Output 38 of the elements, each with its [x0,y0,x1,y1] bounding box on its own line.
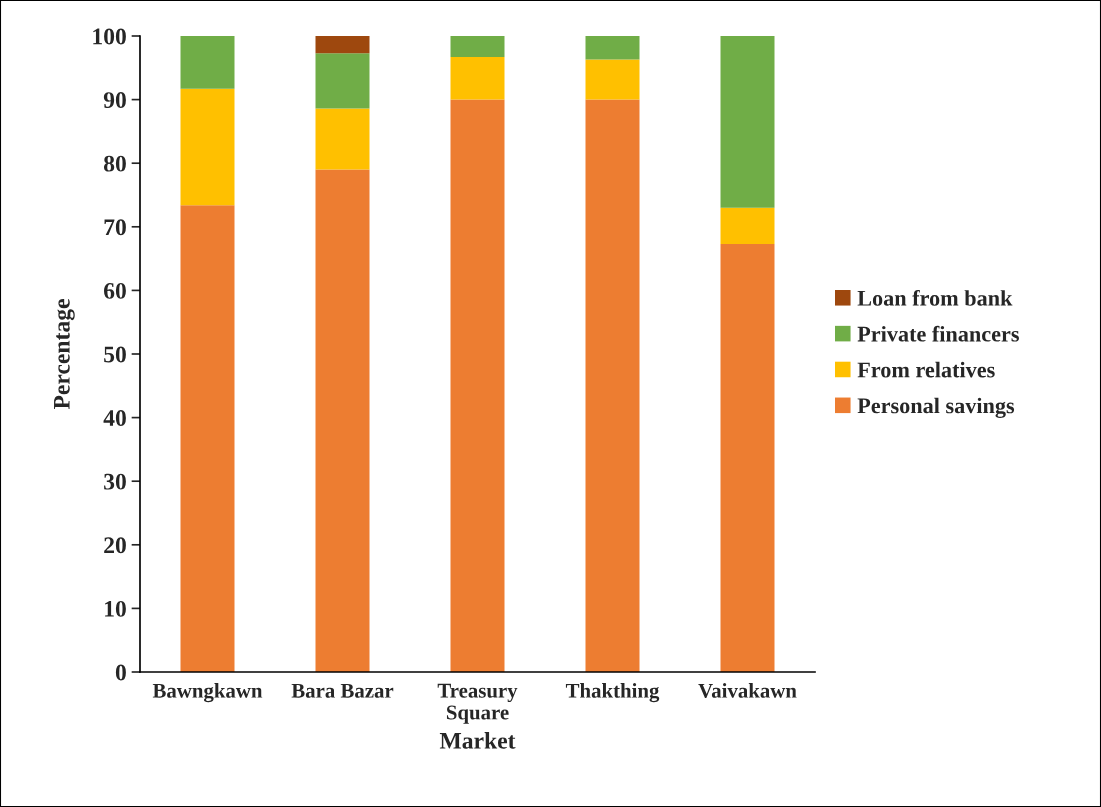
y-axis-title: Percentage [54,299,75,410]
x-tick-label: Vaivakawn [698,683,797,698]
bar [720,36,775,208]
bar [450,36,505,57]
y-tick-label: 90 [103,92,126,109]
bar [180,36,235,89]
bar [180,88,235,206]
bar [315,169,370,672]
bar [450,56,505,100]
x-tick-label: Bara Bazar [291,683,394,698]
bar [315,53,370,109]
y-tick-label: 30 [104,473,126,490]
y-tick-label: 10 [105,600,126,617]
y-tick-label: 100 [93,28,126,45]
x-tick-label: Thakthing [565,683,660,703]
legend-label: Private financers [857,325,1019,342]
y-tick-label: 80 [103,155,126,172]
legend-label: Loan from bank [857,289,1013,306]
bar [450,99,505,672]
y-tick-label: 0 [115,664,126,681]
y-tick-label: 50 [104,346,126,363]
bar [720,243,775,672]
bar [585,36,640,60]
y-tick-label: 60 [104,282,126,299]
bar [585,99,640,672]
x-tick-label: Treasury Square [437,683,518,724]
legend-label: From relatives [857,361,995,378]
x-axis-title: Market [439,732,516,749]
y-tick-label: 70 [104,219,126,236]
bar [720,207,775,244]
legend-label: Personal savings [857,397,1015,418]
bar [315,36,370,54]
bar [315,108,370,170]
bar [585,59,640,100]
bar [180,205,235,672]
y-tick-label: 40 [103,410,126,427]
y-tick-label: 20 [104,537,126,554]
x-tick-label: Bawngkawn [152,683,263,703]
